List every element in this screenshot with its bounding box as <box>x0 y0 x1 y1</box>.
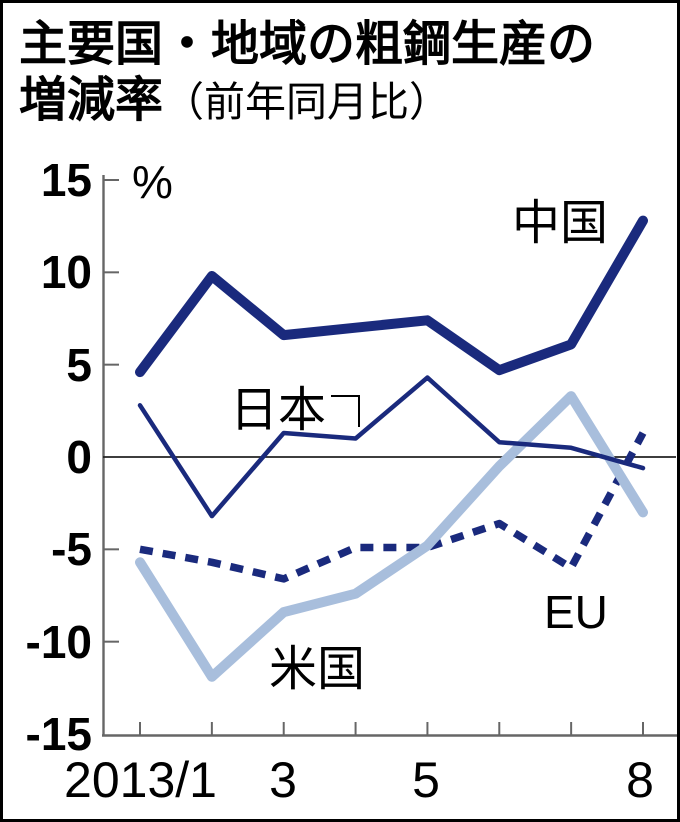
y-tick-label-10: 10 <box>40 246 92 298</box>
series-line-us <box>135 391 648 682</box>
y-axis-unit-label: % <box>132 156 173 208</box>
series-line-china <box>135 215 648 378</box>
plot-area <box>102 175 677 737</box>
y-tick-label-neg5: -5 <box>51 523 92 575</box>
y-tick-label-15: 15 <box>40 154 92 206</box>
y-tick-label-neg10: -10 <box>25 616 92 668</box>
title-line1: 主要国・地域の粗鋼生産の <box>19 18 596 71</box>
x-tick-label-3: 3 <box>269 752 297 808</box>
y-tick-label-5: 5 <box>66 339 92 391</box>
y-tick-label-0: 0 <box>66 431 92 483</box>
y-tick-label-neg15: -15 <box>25 708 92 760</box>
title-line2-main: 増減率 <box>19 73 164 127</box>
series-label-japan: 日本 <box>230 384 327 437</box>
series-line-eu <box>139 431 647 583</box>
chart-title: 主要国・地域の粗鋼生産の 増減率（前年同月比） <box>19 17 595 128</box>
series-label-us: 米国 <box>269 643 366 696</box>
x-tick-label-5: 5 <box>412 752 440 808</box>
series-label-eu: EU <box>544 586 608 638</box>
series-line-japan <box>137 375 646 519</box>
x-tick-label-2013-1: 2013/1 <box>64 752 217 808</box>
title-line2-note: （前年同月比） <box>163 78 451 125</box>
series-label-china: 中国 <box>512 197 609 250</box>
x-tick-label-8: 8 <box>626 752 654 808</box>
japan-label-connector <box>331 395 360 427</box>
